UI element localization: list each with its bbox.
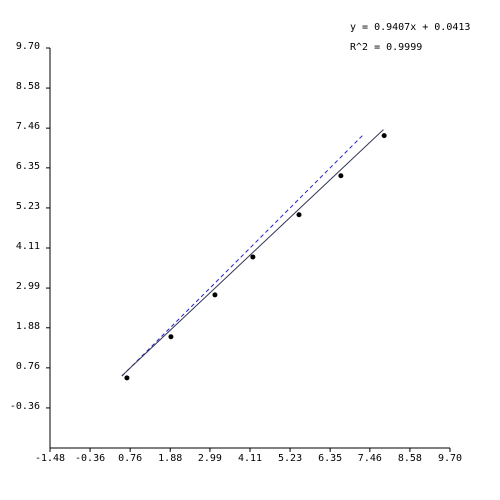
y-tick-label: 7.46 [16, 121, 40, 132]
y-tick-label: 8.58 [16, 81, 40, 92]
x-tick-label: 4.11 [238, 453, 262, 464]
point [124, 375, 130, 381]
x-tick-label: 8.58 [398, 453, 422, 464]
equation: y = 0.9407x + 0.0413 [350, 22, 470, 33]
point [296, 212, 302, 218]
x-tick-label: 0.76 [118, 453, 142, 464]
x-tick-label: 9.70 [438, 453, 462, 464]
x-tick-label: 2.99 [198, 453, 222, 464]
x-tick-label: 7.46 [358, 453, 382, 464]
fit-line [121, 129, 384, 377]
y-tick-label: 9.70 [16, 41, 40, 52]
y-tick-label: -0.36 [10, 401, 40, 412]
y-tick-label: 6.35 [16, 161, 40, 172]
y-tick-label: 0.76 [16, 361, 40, 372]
y-tick-label: 4.11 [16, 241, 40, 252]
y-tick-label: 1.88 [16, 321, 40, 332]
x-tick-label: -1.48 [35, 453, 65, 464]
point [250, 254, 256, 260]
point [168, 334, 174, 340]
point [212, 292, 218, 298]
reference-line [121, 134, 364, 377]
point [338, 173, 344, 179]
point [381, 133, 387, 139]
x-tick-label: 1.88 [158, 453, 182, 464]
x-tick-label: 6.35 [318, 453, 342, 464]
x-tick-label: -0.36 [75, 453, 105, 464]
r-squared: R^2 = 0.9999 [350, 42, 422, 53]
x-tick-label: 5.23 [278, 453, 302, 464]
y-tick-label: 5.23 [16, 201, 40, 212]
y-tick-label: 2.99 [16, 281, 40, 292]
